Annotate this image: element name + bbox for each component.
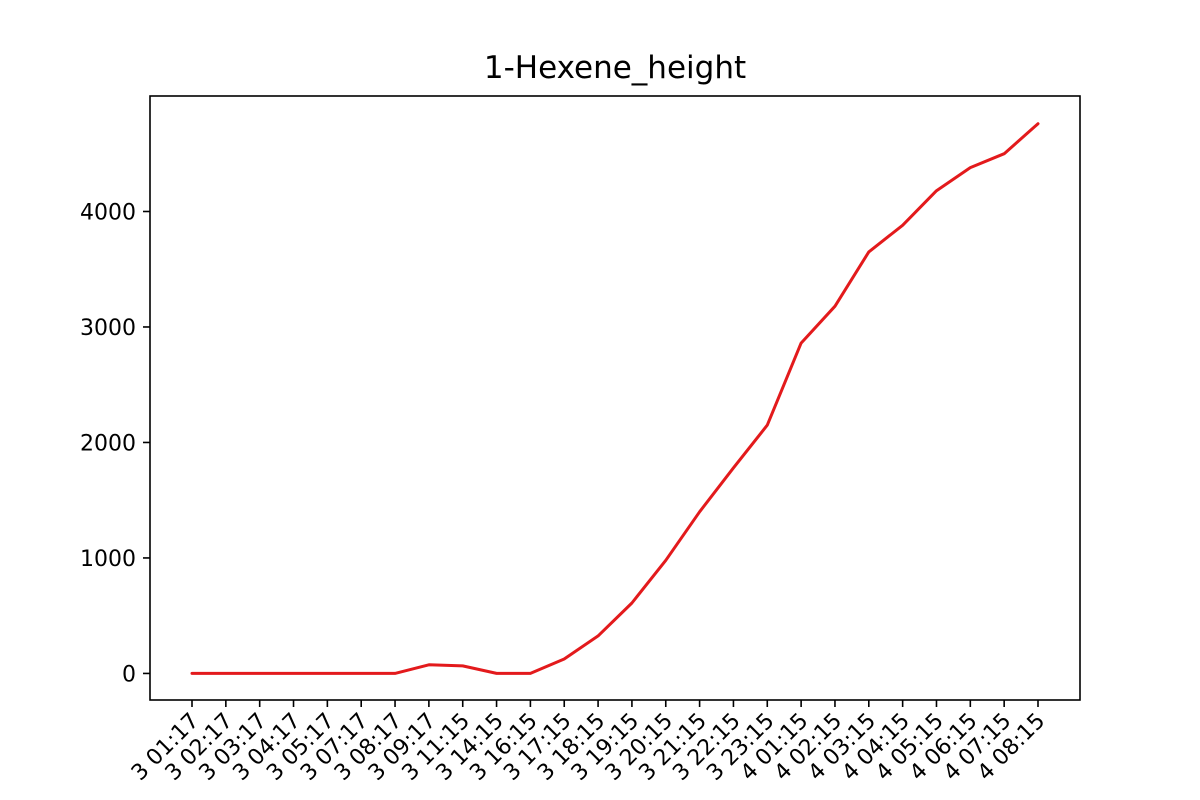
y-axis: 0 1000 2000 3000 4000: [80, 200, 150, 687]
y-tick-label: 2000: [80, 431, 136, 456]
y-tick-label: 1000: [80, 547, 136, 572]
x-axis: 3 01:173 02:173 03:173 04:173 05:173 07:…: [127, 700, 1050, 786]
y-tick-label: 3000: [80, 316, 136, 341]
series-layer: [190, 122, 1040, 675]
y-tick-label: 0: [122, 662, 136, 687]
plot-frame: [149, 95, 1081, 701]
chart-title: 1-Hexene_height: [484, 50, 746, 86]
y-tick-label: 4000: [80, 200, 136, 225]
series-line: [190, 122, 1040, 675]
